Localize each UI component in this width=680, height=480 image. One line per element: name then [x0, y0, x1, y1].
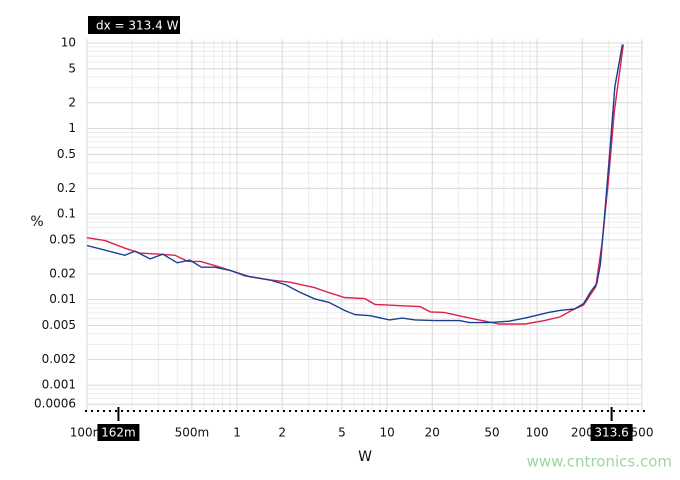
cursor-box — [97, 424, 140, 441]
cursor-box — [590, 424, 633, 441]
x-tick-label: 2 — [278, 426, 286, 440]
x-tick-label: 500m — [175, 426, 210, 440]
y-tick-label: 2 — [68, 95, 76, 109]
series-line — [86, 44, 624, 325]
y-tick-label: 5 — [68, 61, 76, 75]
series-line — [86, 44, 624, 324]
grid — [86, 39, 643, 412]
y-tick-label: 0.2 — [57, 181, 76, 195]
x-tick-label: 5 — [338, 426, 346, 440]
y-tick-label: 0.01 — [49, 292, 76, 306]
x-tick-label: 50 — [484, 426, 499, 440]
x-tick-label: 500 — [631, 426, 654, 440]
cursor-label: 162m — [101, 426, 136, 440]
y-tick-label: 10 — [61, 36, 76, 50]
y-tick-label: 1 — [68, 121, 76, 135]
watermark: www.cntronics.com — [527, 453, 672, 471]
y-tick-label: 0.0006 — [34, 397, 76, 411]
x-tick-label: 200 — [571, 426, 594, 440]
y-tick-label: 0.005 — [42, 318, 76, 332]
annotation: dx = 313.4 W — [96, 19, 179, 33]
y-tick-label: 0.1 — [57, 207, 76, 221]
y-tick-label: 0.002 — [42, 352, 76, 366]
y-tick-label: 0.02 — [49, 266, 76, 280]
y-tick-label: 0.05 — [49, 232, 76, 246]
y-tick-label: 0.5 — [57, 147, 76, 161]
x-tick-label: 1 — [233, 426, 241, 440]
x-tick-label: 100 — [526, 426, 549, 440]
cursor-label: 313.6 — [594, 426, 628, 440]
annotation-box — [88, 16, 180, 34]
y-tick-label: 0.001 — [42, 378, 76, 392]
x-axis-label: W — [358, 449, 372, 465]
x-tick-label: 100m — [70, 426, 105, 440]
x-tick-label: 20 — [425, 426, 440, 440]
y-axis-label: % — [30, 214, 43, 230]
x-tick-label: 10 — [379, 426, 394, 440]
